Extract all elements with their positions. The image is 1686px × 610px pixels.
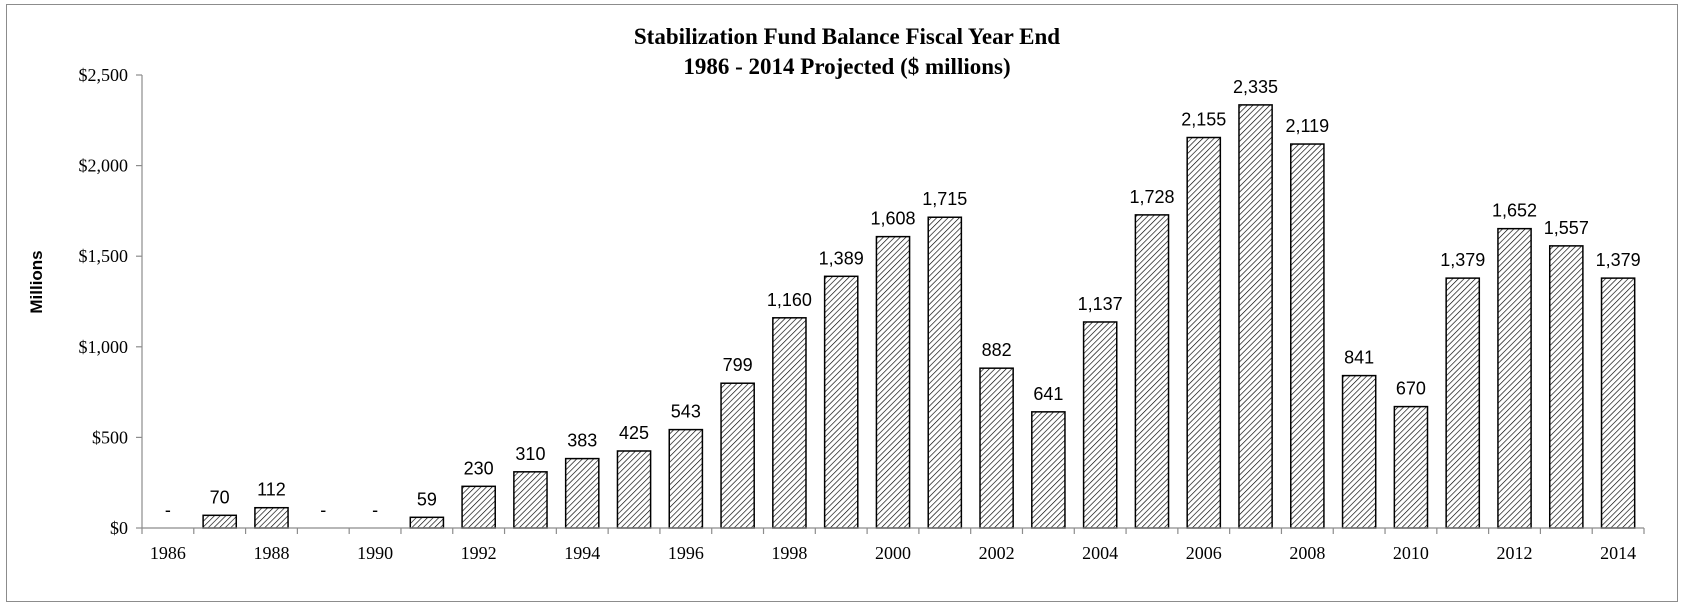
data-label-2007: 2,335 [1233,77,1278,97]
data-label-2002: 882 [982,340,1012,360]
y-tick-label: $1,000 [79,337,129,357]
bar-2010 [1393,405,1429,529]
x-tick-label: 2008 [1289,543,1325,563]
bar-1994 [564,457,600,529]
data-label-2001: 1,715 [922,189,967,209]
x-tick-label: 2006 [1186,543,1222,563]
x-tick-label: 1988 [253,543,289,563]
data-label-2010: 670 [1396,379,1426,399]
bar-2005 [1134,214,1170,529]
x-tick-label: 2010 [1393,543,1429,563]
data-label-2000: 1,608 [870,209,915,229]
bar-2004 [1082,321,1118,529]
data-label-1990: - [372,500,378,520]
bar-1995 [616,450,652,529]
bar-1988 [254,506,289,529]
bar-2001 [927,216,963,529]
data-label-1991: 59 [417,489,437,509]
data-label-2008: 2,119 [1285,116,1329,136]
data-label-2005: 1,728 [1129,187,1174,207]
data-label-1999: 1,389 [819,248,864,268]
data-label-1989: - [320,500,326,520]
bar-2002 [979,367,1014,529]
bar-2012 [1497,227,1532,529]
data-label-1997: 799 [723,355,753,375]
chart-subtitle: 1986 - 2014 Projected ($ millions) [683,54,1010,79]
bar-1987 [202,514,238,529]
bar-1997 [720,382,755,529]
bar-2006 [1186,136,1222,529]
data-label-1996: 543 [671,402,701,422]
y-tick-label: $500 [92,427,128,447]
chart-title: Stabilization Fund Balance Fiscal Year E… [634,24,1060,49]
data-label-2014: 1,379 [1596,250,1641,270]
x-tick-label: 1994 [564,543,600,563]
bar-2011 [1445,277,1481,529]
y-tick-label: $1,500 [79,246,129,266]
bar-1992 [461,485,496,529]
bar-2013 [1548,245,1584,529]
x-tick-label: 1990 [357,543,393,563]
bar-2009 [1341,374,1377,529]
bar-1991 [409,516,445,529]
bar-1998 [772,317,807,529]
data-label-1994: 383 [567,431,597,451]
data-label-2011: 1,379 [1440,250,1485,270]
y-tick-label: $2,000 [79,156,129,176]
x-tick-label: 1996 [668,543,704,563]
x-tick-label: 2014 [1600,543,1636,563]
data-label-2003: 641 [1033,384,1063,404]
bar-2003 [1031,411,1066,529]
bar-2014 [1600,277,1636,529]
data-label-1992: 230 [464,458,494,478]
y-tick-label: $2,500 [79,65,129,85]
data-label-1993: 310 [515,444,545,464]
data-label-1995: 425 [619,423,649,443]
bar-2008 [1290,143,1325,529]
bar-1996 [668,428,704,529]
data-label-1988: 112 [257,480,286,500]
data-label-2004: 1,137 [1078,294,1123,314]
x-tick-label: 2002 [979,543,1015,563]
data-label-2009: 841 [1344,348,1374,368]
x-tick-label: 1998 [771,543,807,563]
x-tick-label: 1986 [150,543,186,563]
x-tick-label: 2012 [1497,543,1533,563]
x-tick-label: 1992 [461,543,497,563]
bar-1999 [823,275,859,529]
data-label-2013: 1,557 [1544,218,1589,238]
data-label-2012: 1,652 [1492,201,1537,221]
data-label-2006: 2,155 [1181,110,1226,130]
x-tick-label: 2000 [875,543,911,563]
bar-1993 [513,471,548,529]
data-label-1998: 1,160 [767,290,812,310]
x-tick-label: 2004 [1082,543,1118,563]
data-label-1987: 70 [210,487,230,507]
y-tick-label: $0 [110,518,128,538]
data-label-1986: - [165,500,171,520]
bar-2007 [1238,104,1273,529]
y-axis-label: Millions [27,250,46,313]
bar-2000 [875,235,911,529]
